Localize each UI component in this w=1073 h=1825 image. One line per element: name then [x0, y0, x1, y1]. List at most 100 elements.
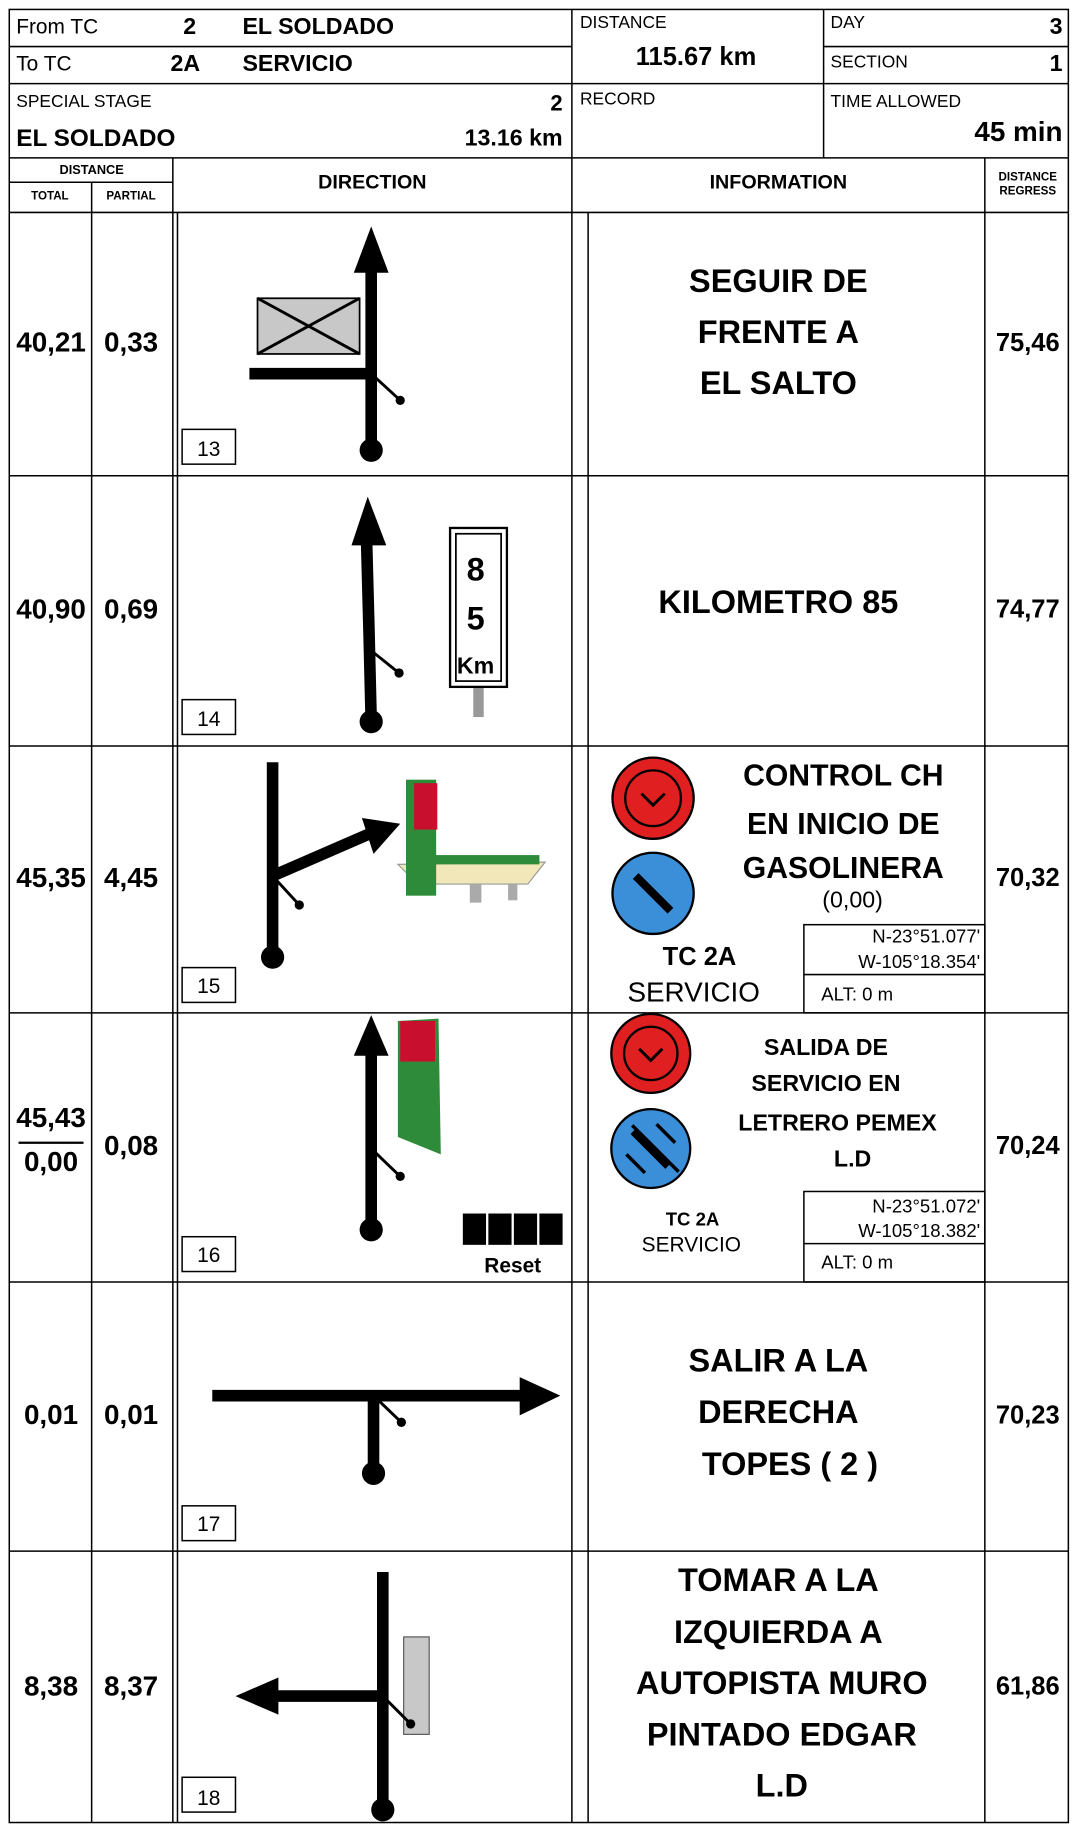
total-distance: 8,38 [24, 1670, 78, 1701]
tulip-diagram-part [369, 648, 400, 675]
tulip-diagram-part [394, 668, 404, 678]
box-number: 13 [197, 438, 220, 461]
number-box-part [181, 1235, 237, 1273]
instruction: CONTROL CH [743, 759, 943, 792]
table-grid [8, 8, 1070, 1824]
tulip-diagram-part [396, 1417, 406, 1427]
tulip-diagram-part [381, 1695, 412, 1725]
km-sign-digit: 5 [467, 600, 485, 636]
box-number: 14 [197, 708, 220, 731]
instruction: SERVICIO EN [751, 1070, 900, 1096]
tulip-diagram-part [359, 1218, 383, 1242]
distance: 115.67 km [636, 43, 757, 71]
day: 3 [1050, 13, 1063, 39]
tulip-diagram-part [372, 1394, 403, 1424]
total-distance: 0,00 [24, 1146, 78, 1177]
number-box-part [181, 698, 237, 736]
tulip-diagram [212, 1377, 561, 1485]
tulip-diagram-part [294, 900, 304, 910]
tulip-diagram-part [261, 945, 285, 969]
tulip-diagram-part [400, 1020, 435, 1062]
label: To TC [16, 53, 71, 76]
tulip-diagram [249, 226, 405, 462]
box-number: 18 [197, 1787, 220, 1810]
number-box-part [181, 1505, 237, 1542]
coords-box-part [803, 923, 986, 1014]
instruction: FRENTE A [698, 314, 859, 350]
section: 1 [1050, 50, 1063, 76]
instruction: IZQUIERDA A [674, 1614, 883, 1650]
tulip-diagram-part [212, 1389, 528, 1472]
counter-digit: 0 [468, 1215, 481, 1241]
gas-station-icon-part [414, 783, 438, 830]
partial-distance: 4,45 [104, 862, 158, 893]
instruction: LETRERO PEMEX [738, 1109, 937, 1135]
box-number: 17 [197, 1513, 220, 1536]
tc-number: 2 [183, 13, 196, 39]
altitude: ALT: 0 m [821, 1251, 893, 1272]
number-box-part [181, 1776, 237, 1813]
instruction: PINTADO EDGAR [647, 1716, 917, 1752]
control-icon-part [622, 1025, 679, 1082]
counter-digit-box [488, 1213, 512, 1245]
tulip-diagram-part [360, 539, 377, 722]
instruction: TOMAR A LA [678, 1562, 879, 1598]
number-box-part [181, 428, 237, 465]
column-header: DIRECTION [318, 172, 426, 194]
distance-regress: 75,46 [996, 329, 1060, 357]
tulip-diagram [353, 1015, 441, 1242]
instruction: SEGUIR DE [689, 263, 868, 299]
altitude: ALT: 0 m [821, 983, 893, 1004]
total-distance: 45,35 [16, 862, 86, 893]
tulip-diagram-part [406, 1719, 416, 1729]
tulip-diagram-part [235, 1677, 279, 1715]
box-number: 15 [197, 975, 220, 998]
tc-label: TC 2A [666, 1208, 720, 1229]
column-header: DISTANCE [999, 171, 1058, 184]
counter-digit-box [539, 1213, 563, 1245]
instruction: SALIDA DE [764, 1034, 888, 1060]
partial-distance: 0,08 [104, 1130, 158, 1161]
number-box [181, 428, 237, 1813]
number-box-part [181, 966, 237, 1004]
tulip-diagram-part [361, 817, 401, 854]
counter-label: Reset [484, 1254, 541, 1277]
label: SECTION [831, 51, 908, 71]
tulip-diagram-part [359, 710, 383, 734]
column-header: TOTAL [31, 189, 69, 202]
counter-digit: 0 [545, 1215, 558, 1241]
counter-digit-box [462, 1213, 487, 1245]
tulip-diagram-part [271, 874, 301, 906]
column-header: DISTANCE [60, 162, 124, 177]
tulip-diagram-part [370, 372, 402, 402]
box-number: 16 [197, 1244, 220, 1267]
label: DAY [831, 12, 866, 32]
tc-label: TC 2A [663, 943, 737, 971]
coords-box [803, 923, 986, 1283]
instruction: KILOMETRO 85 [658, 584, 898, 620]
distance-regress: 61,86 [996, 1673, 1060, 1701]
control-icon-part [624, 769, 683, 828]
distance-regress: 74,77 [996, 596, 1060, 624]
counter-digit-box [513, 1213, 538, 1245]
control-icon-part [638, 1047, 664, 1063]
column-header: PARTIAL [106, 189, 155, 202]
coordinate: N-23°51.072' [872, 1196, 980, 1217]
tulip-diagram-part [371, 1798, 395, 1822]
tulip-diagram-part [395, 395, 405, 405]
stage-number: 2 [550, 90, 562, 115]
stage-name: EL SOLDADO [16, 125, 175, 152]
distance-regress: 70,32 [996, 864, 1060, 892]
instruction: TOPES ( 2 ) [702, 1446, 878, 1482]
total-distance: 0,01 [24, 1399, 78, 1430]
control-icon-part [632, 873, 674, 914]
partial-distance: 0,33 [104, 326, 158, 357]
tulip-diagram-part [403, 1636, 430, 1735]
partial-distance: 0,01 [104, 1399, 158, 1430]
label: From TC [16, 16, 98, 39]
coords-box-part [803, 1190, 986, 1283]
time-allowed: 45 min [974, 116, 1062, 147]
